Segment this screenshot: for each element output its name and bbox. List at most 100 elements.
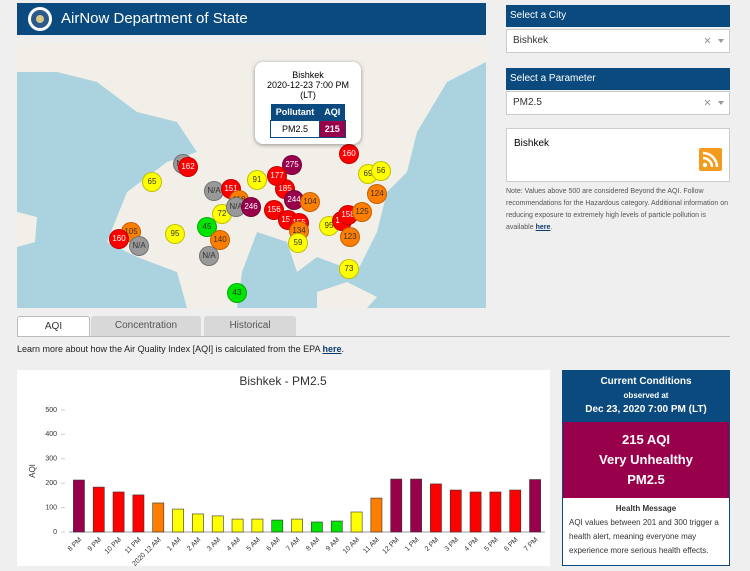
x-tick-label: 4 AM bbox=[226, 536, 242, 552]
bar bbox=[430, 483, 442, 533]
map-marker[interactable]: 91 bbox=[247, 170, 267, 190]
x-tick-label: 9 PM bbox=[87, 536, 104, 553]
param-select[interactable]: PM2.5 bbox=[506, 91, 730, 115]
map-marker[interactable]: 56 bbox=[371, 161, 391, 181]
y-tick-label: 0 bbox=[53, 529, 57, 536]
header-title: AirNow Department of State bbox=[61, 10, 248, 27]
current-pollutant: PM2.5 bbox=[627, 472, 665, 487]
map-marker[interactable]: 124 bbox=[367, 184, 387, 204]
popup-pollutant: PM2.5 bbox=[270, 120, 320, 138]
map[interactable]: 65N/A16291N/A15111872N/A2461852751772441… bbox=[17, 42, 486, 308]
x-tick-label: 6 AM bbox=[265, 536, 281, 552]
x-tick-label: 2 PM bbox=[424, 536, 441, 553]
bar bbox=[172, 508, 184, 533]
map-marker[interactable]: 95 bbox=[165, 224, 185, 244]
map-marker[interactable]: 160 bbox=[339, 144, 359, 164]
map-marker[interactable]: 43 bbox=[227, 283, 247, 303]
current-title: Current Conditions bbox=[600, 376, 692, 387]
feed-city: Bishkek bbox=[514, 138, 550, 149]
map-marker[interactable]: 275 bbox=[282, 155, 302, 175]
note-link[interactable]: here bbox=[535, 224, 551, 231]
rss-icon[interactable] bbox=[699, 148, 722, 171]
map-marker[interactable]: 65 bbox=[142, 172, 162, 192]
map-marker[interactable]: 73 bbox=[339, 259, 359, 279]
x-tick-label: 12 PM bbox=[381, 536, 400, 555]
current-datetime: Dec 23, 2020 7:00 PM (LT) bbox=[585, 404, 707, 415]
health-text: AQI values between 201 and 300 trigger a… bbox=[569, 518, 719, 555]
bar bbox=[192, 513, 204, 533]
chart-box: Bishkek - PM2.5 AQI 0 100 200 300 400 500 8 PM… bbox=[17, 370, 550, 568]
map-marker[interactable]: 125 bbox=[352, 202, 372, 222]
bar bbox=[370, 497, 383, 533]
x-tick-label: 1 AM bbox=[166, 536, 182, 552]
city-select[interactable]: Bishkek bbox=[506, 29, 730, 53]
bar bbox=[509, 489, 522, 533]
bar bbox=[291, 518, 303, 533]
map-marker[interactable]: 140 bbox=[210, 230, 230, 250]
city-label: Select a City bbox=[506, 5, 730, 27]
map-marker[interactable]: 244 bbox=[284, 190, 304, 210]
x-tick-label: 8 PM bbox=[67, 536, 84, 553]
map-marker[interactable]: N/A bbox=[199, 246, 219, 266]
map-popup: Bishkek 2020-12-23 7:00 PM (LT) Pollutan… bbox=[255, 62, 361, 144]
bar bbox=[112, 491, 125, 533]
map-marker[interactable]: N/A bbox=[129, 236, 149, 256]
popup-header: AQI bbox=[319, 104, 346, 121]
chart-title: Bishkek - PM2.5 bbox=[239, 374, 327, 388]
x-tick-label: 3 PM bbox=[444, 536, 461, 553]
y-tick-label: 200 bbox=[45, 480, 57, 487]
note-text: Note: Values above 500 are considered Be… bbox=[506, 188, 729, 231]
learn-end: . bbox=[341, 344, 345, 354]
popup-zone: (LT) bbox=[300, 90, 316, 100]
header: AirNow Department of State bbox=[17, 3, 486, 35]
map-marker[interactable]: 123 bbox=[340, 227, 360, 247]
bar bbox=[449, 489, 462, 533]
current-aqi: 215 AQI bbox=[622, 432, 670, 447]
tab-aqi[interactable]: AQI bbox=[17, 316, 90, 337]
health: Health Message AQI values between 201 an… bbox=[563, 498, 729, 562]
y-tick-label: 500 bbox=[45, 407, 57, 414]
current-observed: observed at bbox=[623, 391, 669, 400]
popup-table: Pollutant AQI PM2.5 215 bbox=[270, 104, 346, 138]
y-tick-label: 100 bbox=[45, 504, 57, 511]
bar bbox=[92, 486, 105, 533]
current-conditions: Current Conditions observed at Dec 23, 2… bbox=[562, 370, 730, 566]
bar bbox=[73, 479, 85, 533]
bar bbox=[489, 491, 502, 533]
note: Note: Values above 500 are considered Be… bbox=[506, 186, 730, 234]
tab-concentration[interactable]: Concentration bbox=[91, 316, 201, 336]
learn-more: Learn more about how the Air Quality Ind… bbox=[17, 344, 344, 354]
current-header: Current Conditions observed at Dec 23, 2… bbox=[563, 371, 729, 422]
map-marker[interactable]: 162 bbox=[178, 157, 198, 177]
map-marker[interactable]: 104 bbox=[300, 192, 320, 212]
map-marker[interactable]: 160 bbox=[109, 229, 129, 249]
map-marker[interactable]: 246 bbox=[241, 197, 261, 217]
bar bbox=[350, 511, 363, 533]
tab-line bbox=[17, 336, 730, 337]
bar bbox=[231, 518, 244, 533]
x-tick-label: 11 PM bbox=[124, 536, 143, 555]
bar bbox=[390, 478, 403, 533]
map-marker[interactable]: 59 bbox=[288, 233, 308, 253]
x-tick-label: 5 AM bbox=[246, 536, 262, 552]
map-marker[interactable]: 177 bbox=[267, 166, 287, 186]
x-tick-label: 6 PM bbox=[503, 536, 520, 553]
x-tick-label: 11 AM bbox=[362, 536, 381, 555]
x-tick-label: 8 AM bbox=[305, 536, 321, 552]
city-value: Bishkek bbox=[513, 35, 549, 46]
bar bbox=[529, 479, 541, 533]
y-tick-label: 300 bbox=[45, 456, 57, 463]
popup-aqi: 215 bbox=[318, 120, 346, 138]
x-tick-label: 5 PM bbox=[483, 536, 500, 553]
bar bbox=[469, 491, 482, 533]
x-tick-label: 7 AM bbox=[285, 536, 301, 552]
tab-historical[interactable]: Historical bbox=[204, 316, 296, 336]
bar bbox=[311, 521, 323, 533]
chart: Bishkek - PM2.5 AQI 0 100 200 300 400 500 8 PM… bbox=[28, 374, 545, 568]
x-tick-label: 10 AM bbox=[342, 536, 361, 555]
learn-link[interactable]: here bbox=[322, 344, 342, 354]
bar bbox=[132, 494, 145, 533]
bar bbox=[330, 520, 343, 533]
learn-text: Learn more about how the Air Quality Ind… bbox=[17, 344, 323, 354]
bar bbox=[211, 515, 224, 533]
